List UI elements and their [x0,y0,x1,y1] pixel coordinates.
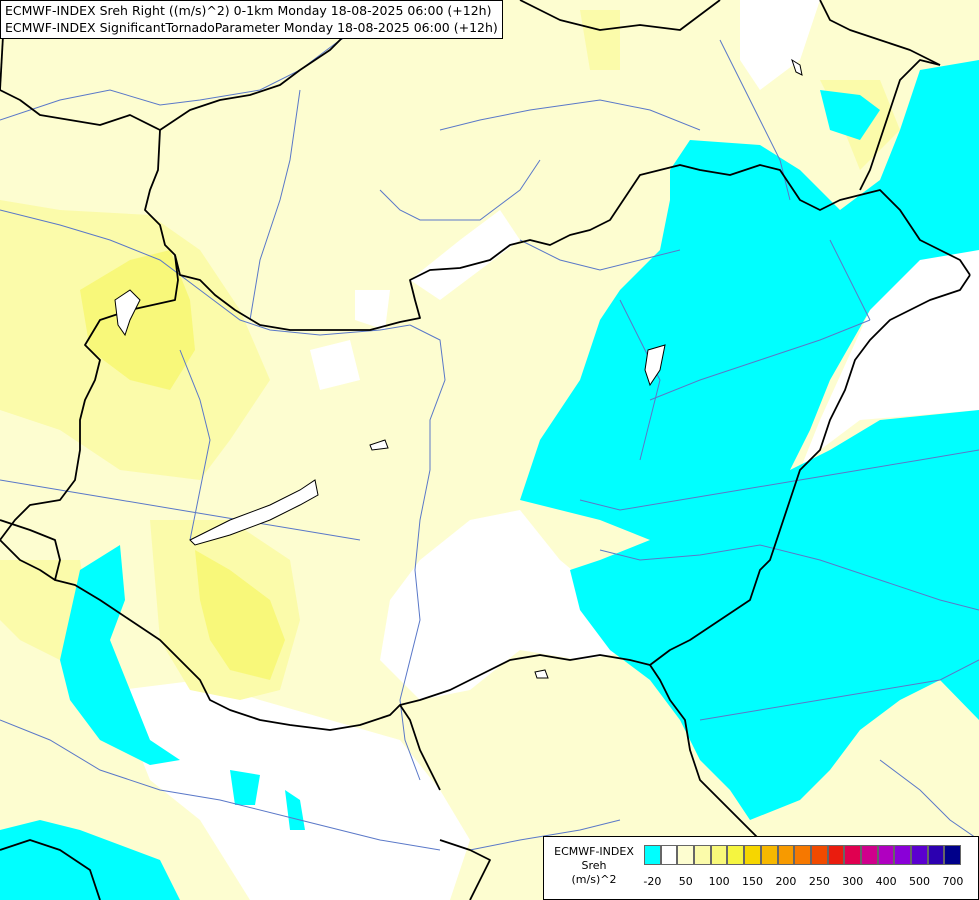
legend-label: 300 [842,875,864,888]
legend-label: 500 [909,875,931,888]
legend-title-line-1: ECMWF-INDEX [554,845,634,858]
legend-swatch [710,845,728,865]
legend-swatch [777,845,795,865]
high-shading [80,250,285,680]
legend-label: 400 [875,875,897,888]
lakes [114,58,803,679]
legend-label: 100 [708,875,730,888]
legend-swatch [894,845,911,865]
legend-swatches [644,845,962,865]
legend-swatch [860,845,878,865]
legend-label: 250 [808,875,830,888]
rivers [0,19,979,851]
legend-title-line-2: Sreh [581,859,607,872]
legend-swatch [944,845,962,865]
legend-swatch [877,845,895,865]
white-areas [120,0,979,900]
legend-title-line-3: (m/s)^2 [571,873,617,886]
map-title: ECMWF-INDEX Sreh Right ((m/s)^2) 0-1km M… [0,0,503,39]
legend-swatch [727,845,745,865]
legend-swatch [794,845,811,865]
legend-label: 150 [742,875,764,888]
legend-swatch [660,845,678,865]
title-line-1: ECMWF-INDEX Sreh Right ((m/s)^2) 0-1km M… [5,3,492,18]
legend-label: 200 [775,875,797,888]
legend-swatch [644,845,661,865]
legend-title: ECMWF-INDEX Sreh (m/s)^2 [546,845,642,887]
legend-swatch [927,845,945,865]
legend-swatch [677,845,695,865]
legend-swatch [911,845,928,865]
legend-label: -20 [643,875,662,888]
legend-swatch [810,845,828,865]
negative-areas [0,60,979,900]
legend-label: 50 [678,875,693,888]
color-legend: ECMWF-INDEX Sreh (m/s)^2 -20 50 100 150 200 2… [543,836,979,900]
legend-label: 700 [942,875,964,888]
legend-swatch [827,845,845,865]
legend-swatch [844,845,861,865]
legend-swatch [694,845,711,865]
legend-swatch [744,845,761,865]
legend-swatch [760,845,778,865]
legend-labels: -20 50 100 150 200 250 300 400 500 700 [643,875,974,891]
title-line-2: ECMWF-INDEX SignificantTornadoParameter … [5,20,498,35]
